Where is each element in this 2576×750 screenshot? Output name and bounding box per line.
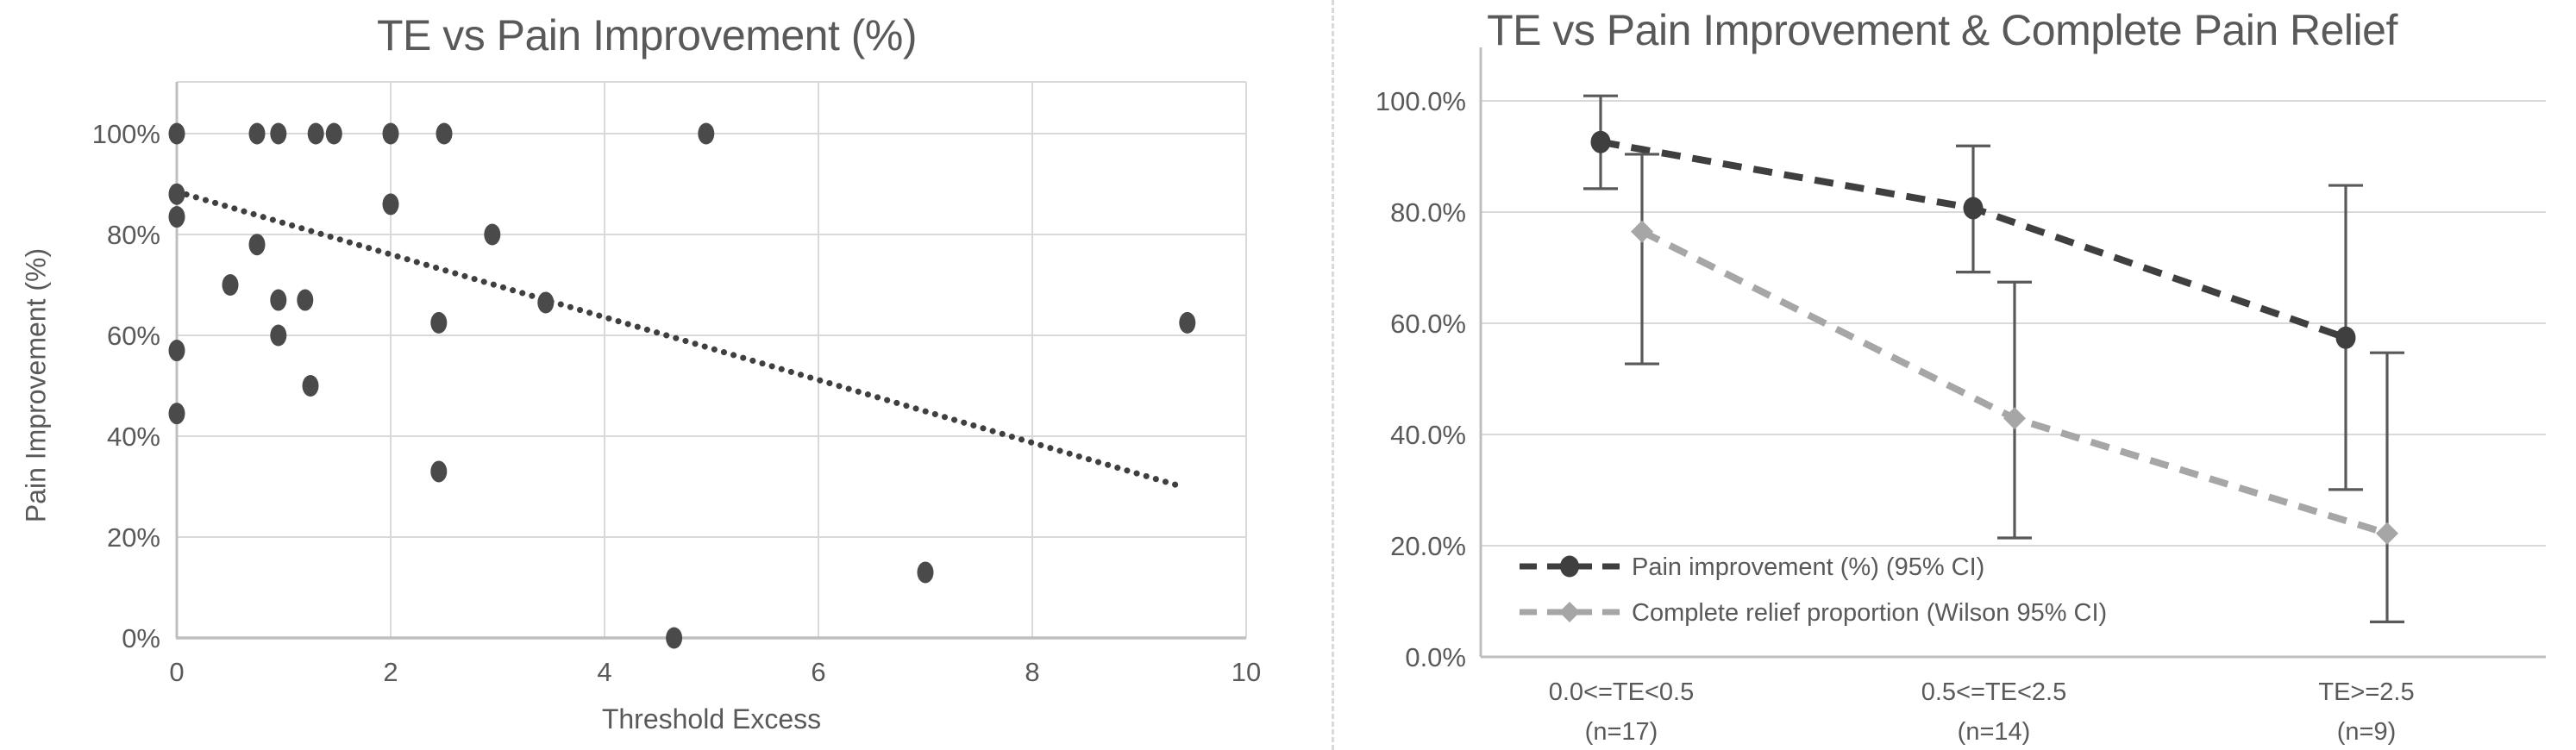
pain-improvement-marker: [1963, 197, 1984, 220]
scatter-point: [168, 403, 185, 425]
scatter-point: [168, 206, 185, 228]
scatter-x-tick-label: 10: [1232, 657, 1261, 687]
scatter-point: [382, 122, 399, 145]
category-sublabel: (n=17): [1585, 718, 1658, 746]
scatter-point: [430, 460, 448, 483]
category-label: TE>=2.5: [2318, 678, 2414, 706]
legend-label: Pain improvement (%) (95% CI): [1632, 553, 1984, 581]
line-chart-title: TE vs Pain Improvement & Complete Pain R…: [1487, 6, 2397, 54]
scatter-point: [270, 122, 287, 145]
scatter-point: [270, 289, 287, 311]
scatter-point: [917, 561, 934, 584]
scatter-point: [168, 183, 185, 205]
complete-relief-marker: [2003, 407, 2026, 430]
scatter-point: [537, 291, 555, 314]
scatter-point: [168, 122, 185, 145]
scatter-x-tick-label: 8: [1025, 657, 1039, 687]
scatter-x-tick-label: 4: [597, 657, 611, 687]
line-y-tick-label: 40.0%: [1390, 420, 1466, 450]
legend-diamond-marker: [1559, 602, 1580, 622]
scatter-point: [302, 375, 319, 397]
scatter-point: [436, 122, 453, 145]
scatter-point: [222, 274, 239, 296]
pain-improvement-marker: [1590, 130, 1611, 153]
complete-relief-marker: [1631, 220, 1653, 243]
scatter-point: [698, 122, 715, 145]
scatter-y-tick-label: 40%: [107, 422, 160, 452]
scatter-point: [297, 289, 314, 311]
scatter-x-tick-label: 0: [169, 657, 184, 687]
scatter-point: [666, 627, 683, 649]
line-y-tick-label: 100.0%: [1376, 86, 1466, 116]
scatter-y-tick-label: 100%: [92, 119, 160, 149]
legend-label: Complete relief proportion (Wilson 95% C…: [1632, 599, 2107, 627]
scatter-y-tick-label: 0%: [122, 623, 160, 653]
panel-divider: [1332, 0, 1334, 750]
line-y-tick-label: 80.0%: [1390, 197, 1466, 228]
line-y-tick-label: 20.0%: [1390, 531, 1466, 561]
scatter-x-axis-title: Threshold Excess: [601, 703, 822, 734]
legend-circle-marker: [1560, 555, 1579, 578]
scatter-point: [248, 122, 266, 145]
scatter-trendline: [173, 188, 1186, 490]
scatter-point: [248, 234, 266, 256]
scatter-y-tick-label: 80%: [107, 220, 160, 250]
category-label: 0.0<=TE<0.5: [1549, 678, 1695, 706]
scatter-point: [1179, 311, 1196, 334]
scatter-y-axis-title: Pain Improvement (%): [20, 247, 52, 523]
scatter-x-tick-label: 6: [811, 657, 825, 687]
category-sublabel: (n=9): [2337, 718, 2397, 746]
scatter-point: [430, 311, 448, 334]
complete-relief-marker: [2376, 522, 2398, 545]
category-sublabel: (n=14): [1958, 718, 2031, 746]
scatter-point: [307, 122, 324, 145]
line-y-tick-label: 0.0%: [1405, 642, 1466, 672]
scatter-point: [484, 223, 501, 246]
scatter-y-tick-label: 60%: [107, 321, 160, 351]
scatter-chart-title: TE vs Pain Improvement (%): [376, 11, 918, 59]
scatter-y-tick-label: 20%: [107, 522, 160, 553]
category-label: 0.5<=TE<2.5: [1921, 678, 2067, 706]
scatter-point: [325, 122, 342, 145]
scatter-point: [168, 340, 185, 362]
pain-improvement-marker: [2335, 326, 2356, 349]
scatter-point: [270, 324, 287, 347]
scatter-x-tick-label: 2: [383, 657, 398, 687]
scatter-point: [382, 193, 399, 216]
line-y-tick-label: 60.0%: [1390, 309, 1466, 339]
